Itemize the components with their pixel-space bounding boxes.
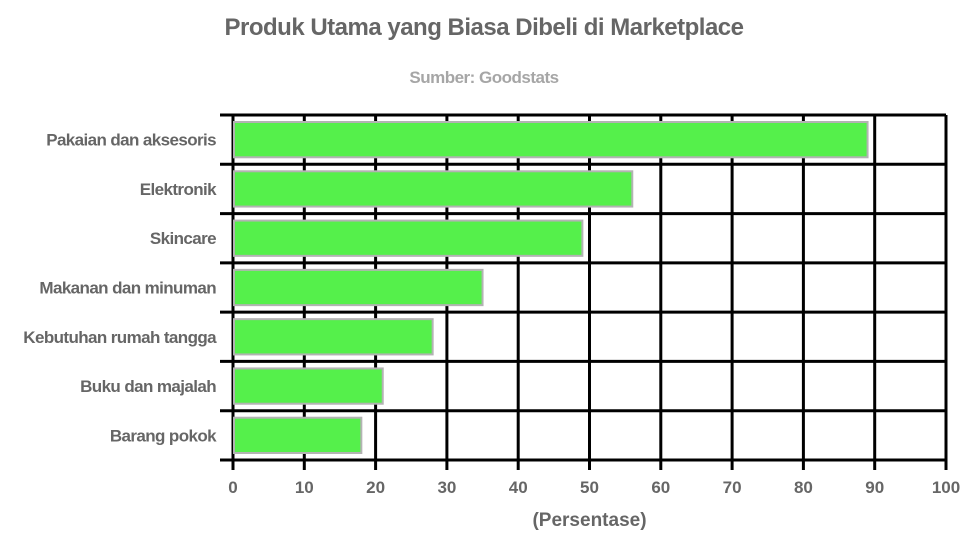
- bars: [233, 121, 869, 455]
- x-tick-label: 60: [651, 478, 670, 497]
- category-label: Kebutuhan rumah tangga: [23, 328, 217, 347]
- category-label: Pakaian dan aksesoris: [46, 131, 216, 150]
- chart-title: Produk Utama yang Biasa Dibeli di Market…: [224, 14, 744, 41]
- x-tick-label: 30: [437, 478, 456, 497]
- x-tick-label: 50: [580, 478, 599, 497]
- x-axis-ticks: 0 10 20 30 40 50 60 70 80 90 100: [228, 478, 960, 497]
- bar: [233, 318, 434, 356]
- bar: [233, 170, 634, 208]
- x-axis-label: (Persentase): [532, 510, 647, 531]
- bar: [233, 219, 584, 257]
- x-tick-label: 70: [723, 478, 742, 497]
- bar: [233, 121, 869, 159]
- x-tick-label: 0: [228, 478, 237, 497]
- bar: [233, 268, 484, 307]
- category-label: Makanan dan minuman: [39, 279, 216, 298]
- category-labels: Pakaian dan aksesoris Elektronik Skincare M…: [23, 131, 217, 446]
- x-tick-label: 90: [865, 478, 884, 497]
- bar: [233, 367, 384, 405]
- x-tick-label: 40: [509, 478, 528, 497]
- x-tick-label: 20: [366, 478, 385, 497]
- x-tick-label: 80: [794, 478, 813, 497]
- x-tick-label: 100: [932, 478, 960, 497]
- bar: [233, 416, 363, 455]
- x-tick-label: 10: [295, 478, 314, 497]
- category-label: Barang pokok: [110, 426, 217, 445]
- category-label: Buku dan majalah: [80, 377, 216, 396]
- chart-subtitle: Sumber: Goodstats: [409, 68, 559, 87]
- category-label: Skincare: [150, 229, 216, 248]
- category-label: Elektronik: [140, 180, 217, 199]
